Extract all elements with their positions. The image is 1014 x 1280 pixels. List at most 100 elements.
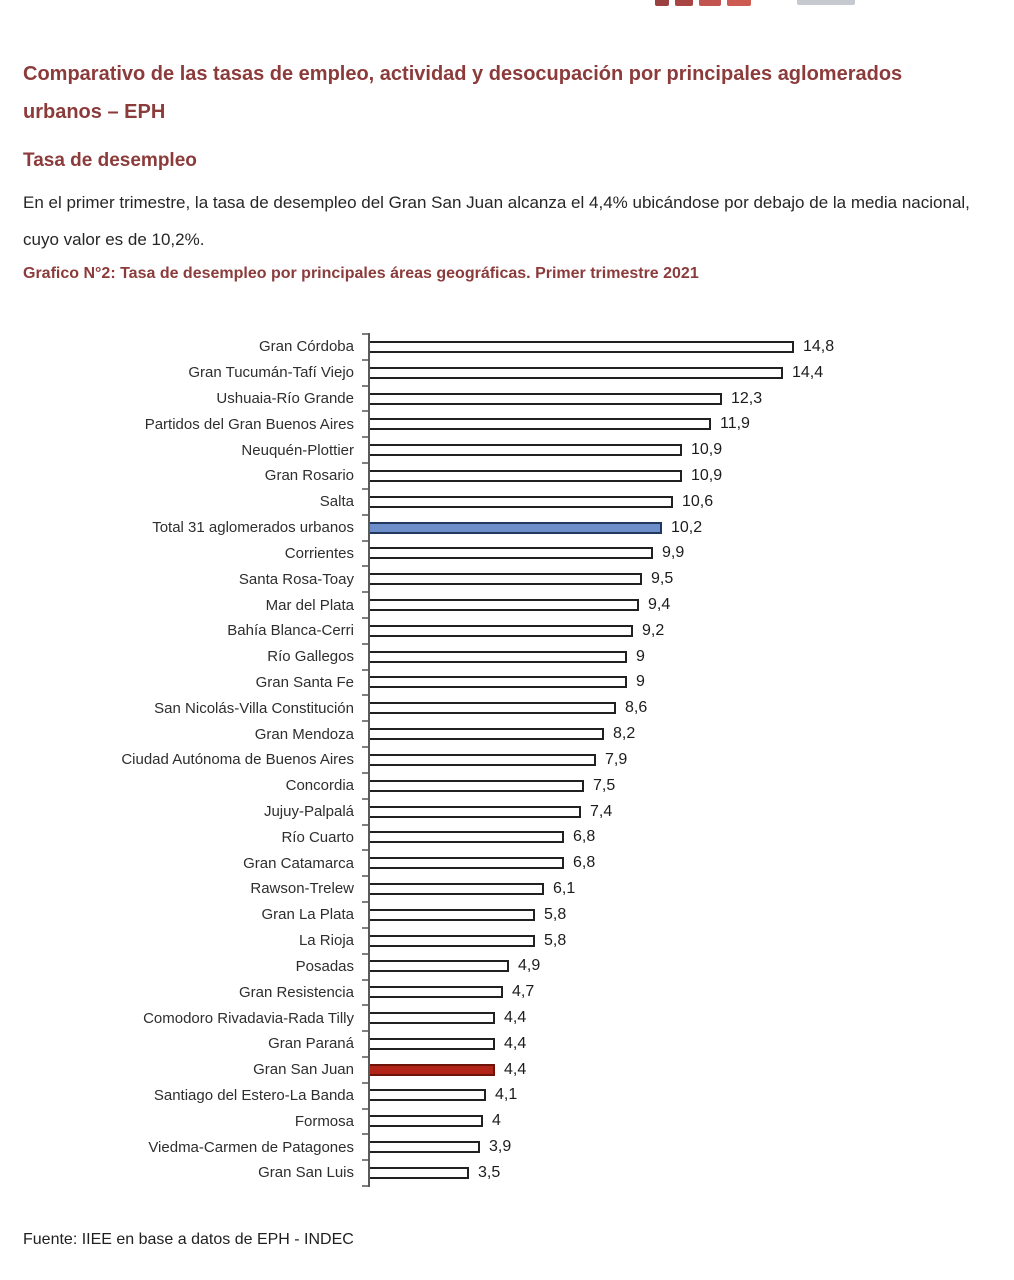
value-label: 9,5: [651, 570, 674, 588]
value-label: 9,9: [662, 544, 685, 562]
category-label: Viedma-Carmen de Patagones: [148, 1138, 354, 1156]
unemployment-bar-chart: Gran Córdoba 14,8 Gran Tucumán-Tafí Viejo 1…: [23, 333, 893, 1188]
bar: [368, 728, 604, 741]
bar: [368, 857, 564, 870]
bar: [368, 960, 509, 973]
value-label: 8,2: [613, 725, 636, 743]
axis-tick: [362, 720, 368, 723]
bar: [368, 934, 535, 947]
bar-row: Comodoro Rivadavia-Rada Tilly 4,4: [23, 1005, 893, 1031]
bar: [368, 650, 627, 663]
axis-tick: [362, 978, 368, 981]
axis-tick: [362, 462, 368, 465]
bar: [368, 444, 682, 457]
value-label: 4,4: [504, 1034, 527, 1052]
category-label: Gran Rosario: [264, 467, 354, 485]
category-label: Río Cuarto: [281, 828, 354, 846]
category-label: Comodoro Rivadavia-Rada Tilly: [143, 1009, 354, 1027]
axis-tick: [362, 1004, 368, 1007]
category-label: Concordia: [285, 777, 354, 795]
value-label: 9,2: [642, 621, 665, 639]
chart-rows: Gran Córdoba 14,8 Gran Tucumán-Tafí Viejo 1…: [23, 334, 893, 1186]
category-label: San Nicolás-Villa Constitución: [154, 699, 354, 717]
axis-tick: [362, 1159, 368, 1162]
bar-row: Jujuy-Palpalá 7,4: [23, 799, 893, 825]
axis-tick: [362, 539, 368, 542]
value-label: 10,9: [691, 441, 723, 459]
bar: [368, 1141, 480, 1154]
axis-tick: [362, 849, 368, 852]
value-label: 6,8: [573, 828, 596, 846]
bar-row: Total 31 aglomerados urbanos 10,2: [23, 515, 893, 541]
bar-row: Gran San Luis 3,5: [23, 1160, 893, 1186]
axis-tick: [362, 926, 368, 929]
bar: [368, 418, 711, 431]
category-label: Bahía Blanca-Cerri: [227, 622, 354, 640]
value-label: 7,5: [593, 776, 616, 794]
bar: [368, 805, 581, 818]
value-label: 7,9: [605, 750, 628, 768]
value-label: 10,2: [671, 518, 703, 536]
bar-row: Neuquén-Plottier 10,9: [23, 437, 893, 463]
axis-tick: [362, 901, 368, 904]
value-label: 9: [636, 673, 645, 691]
value-label: 6,8: [573, 854, 596, 872]
axis-tick: [362, 1185, 368, 1188]
axis-tick: [362, 771, 368, 774]
bar-row: Gran Mendoza 8,2: [23, 721, 893, 747]
bar-row: Corrientes 9,9: [23, 541, 893, 567]
value-label: 4,7: [512, 983, 535, 1001]
axis-tick: [362, 333, 368, 335]
axis-tick: [362, 1030, 368, 1033]
value-label: 14,8: [803, 337, 835, 355]
bar-row: Ushuaia-Río Grande 12,3: [23, 386, 893, 412]
category-label: Ushuaia-Río Grande: [216, 390, 354, 408]
logo-gray-fragment: [797, 0, 855, 5]
bar-row: Salta 10,6: [23, 489, 893, 515]
category-label: Partidos del Gran Buenos Aires: [144, 415, 354, 433]
bar-row: Río Cuarto 6,8: [23, 824, 893, 850]
bar-row: Gran Tucumán-Tafí Viejo 14,4: [23, 360, 893, 386]
category-label: Gran Resistencia: [238, 983, 354, 1001]
axis-tick: [362, 1107, 368, 1110]
value-label: 9,4: [648, 596, 671, 614]
axis-tick: [362, 384, 368, 387]
value-label: 12,3: [731, 389, 763, 407]
axis-tick: [362, 487, 368, 490]
bar-row: Gran Córdoba 14,8: [23, 334, 893, 360]
bar-row: Gran San Juan 4,4: [23, 1057, 893, 1083]
value-label: 4,9: [518, 957, 541, 975]
bar-row: San Nicolás-Villa Constitución 8,6: [23, 695, 893, 721]
bar-row: La Rioja 5,8: [23, 928, 893, 954]
cropped-header-logo: [655, 0, 861, 7]
category-label: Salta: [319, 493, 354, 511]
chart-caption: Grafico N°2: Tasa de desempleo por princ…: [23, 265, 699, 282]
value-label: 5,8: [544, 905, 567, 923]
category-label: Río Gallegos: [267, 648, 354, 666]
bar-row: Bahía Blanca-Cerri 9,2: [23, 618, 893, 644]
bar: [368, 366, 783, 379]
logo-red-fragment: [675, 0, 693, 6]
bar: [368, 986, 503, 999]
logo-red-fragment: [699, 0, 721, 6]
value-label: 4,4: [504, 1009, 527, 1027]
bar-row: Santa Rosa-Toay 9,5: [23, 566, 893, 592]
axis-tick: [362, 617, 368, 620]
bar-row: Gran Santa Fe 9: [23, 670, 893, 696]
bar: [368, 753, 596, 766]
bar-row: Viedma-Carmen de Patagones 3,9: [23, 1134, 893, 1160]
category-label: Gran La Plata: [261, 906, 354, 924]
bar: [368, 676, 627, 689]
axis-tick: [362, 565, 368, 568]
bar: [368, 469, 682, 482]
axis-tick: [362, 797, 368, 800]
axis-tick: [362, 591, 368, 594]
logo-red-fragment: [727, 0, 751, 6]
category-label: Jujuy-Palpalá: [263, 803, 354, 821]
category-label: Santiago del Estero-La Banda: [153, 1086, 354, 1104]
bar-row: Rawson-Trelew 6,1: [23, 876, 893, 902]
y-axis-line: [368, 333, 370, 1187]
value-label: 3,5: [478, 1163, 501, 1181]
category-label: Corrientes: [284, 544, 354, 562]
logo-red-fragment: [655, 0, 669, 6]
